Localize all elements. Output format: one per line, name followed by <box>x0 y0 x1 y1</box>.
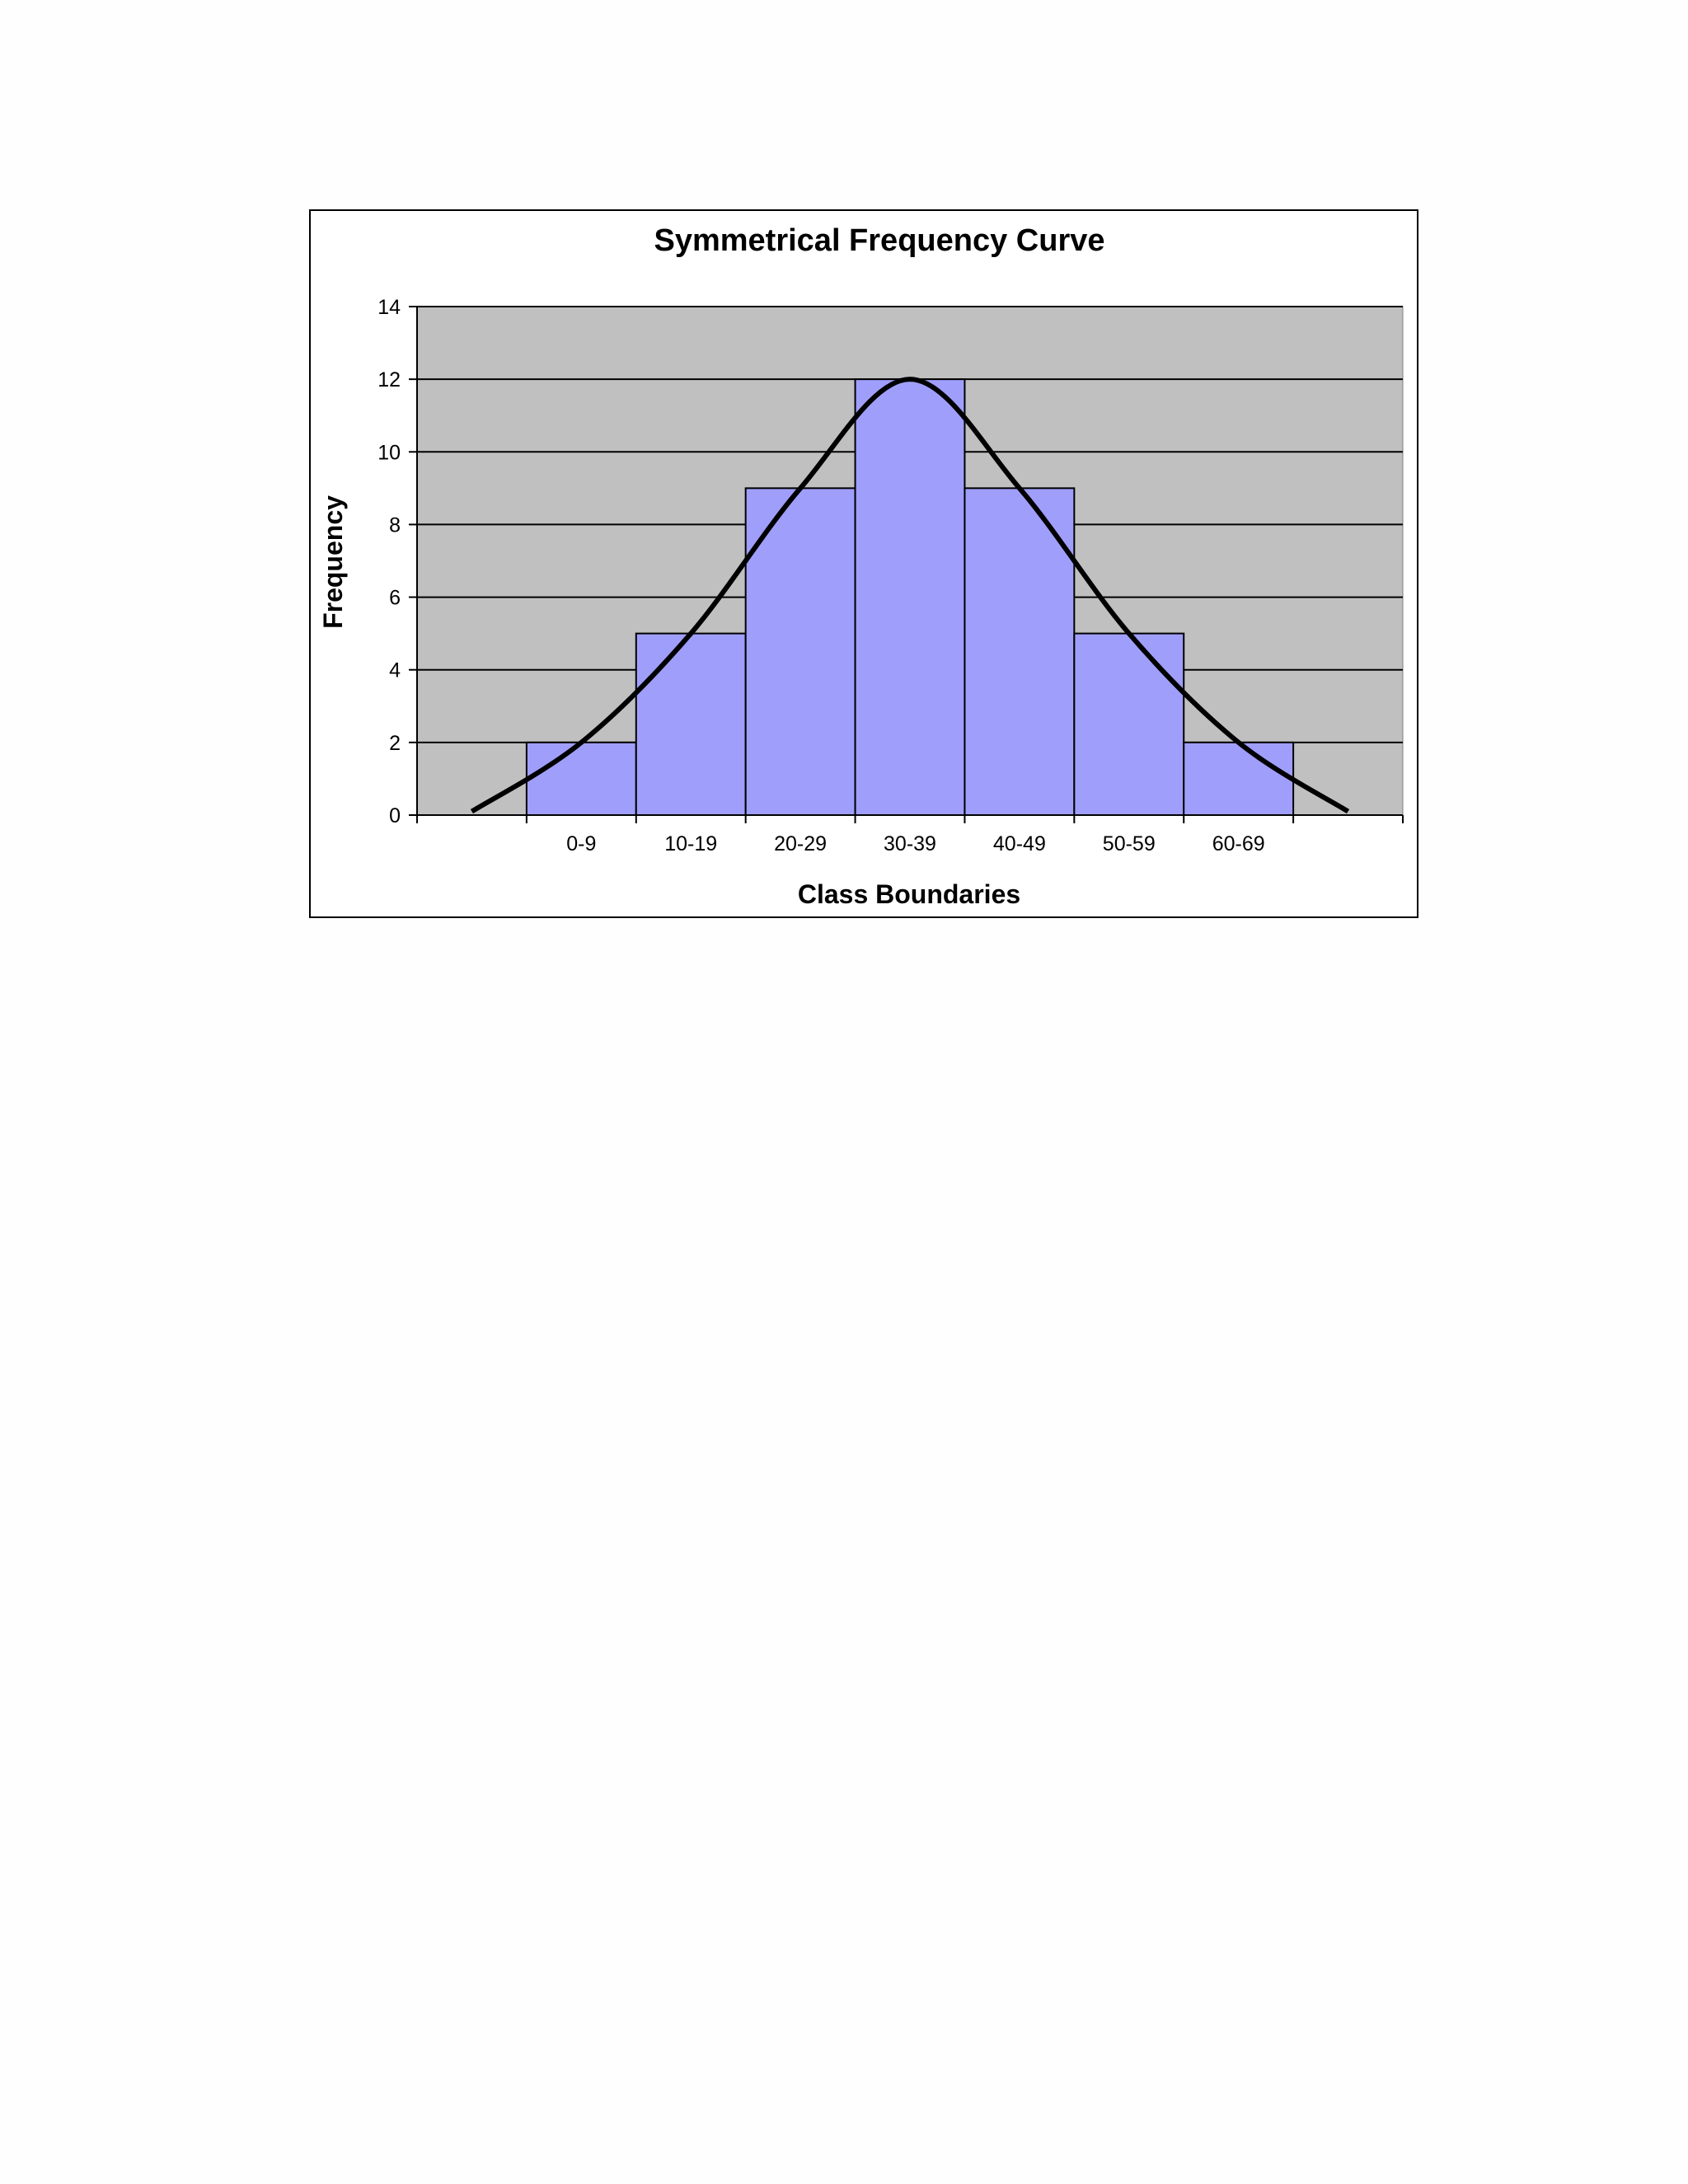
frequency-curve <box>470 377 1350 814</box>
y-tick-labels: 0 2 4 6 8 10 12 14 <box>377 296 401 827</box>
x-tick-labels: 0-9 10-19 20-29 30-39 40-49 50-59 60-69 <box>566 832 1264 855</box>
chart-frame: Symmetrical Frequency Curve 0 2 4 6 8 10 12 14 … <box>309 209 1418 918</box>
bars <box>525 378 1295 817</box>
x-tick-label: 60-69 <box>1212 832 1265 855</box>
y-axis-label: Frequency <box>318 495 348 629</box>
bar <box>635 632 747 817</box>
y-tick-label: 0 <box>389 804 401 827</box>
x-axis-label: Class Boundaries <box>798 879 1020 909</box>
y-tick-label: 8 <box>389 513 401 537</box>
x-tick-label: 0-9 <box>566 832 596 855</box>
x-tick-label: 10-19 <box>664 832 717 855</box>
x-tick-label: 20-29 <box>774 832 827 855</box>
bar <box>964 487 1076 816</box>
y-tick-label: 4 <box>389 659 401 682</box>
x-tick-label: 40-49 <box>993 832 1046 855</box>
bar <box>744 487 856 816</box>
bar <box>1073 632 1185 817</box>
y-tick-label: 2 <box>389 732 401 755</box>
bar <box>854 378 966 816</box>
y-tick-label: 6 <box>389 587 401 610</box>
y-tick-label: 12 <box>377 368 401 391</box>
x-tick-label: 30-39 <box>884 832 936 855</box>
y-tick-label: 14 <box>377 296 401 319</box>
bar <box>525 741 637 816</box>
chart-title: Symmetrical Frequency Curve <box>654 223 1104 258</box>
x-tick-label: 50-59 <box>1103 832 1156 855</box>
bar <box>1183 741 1295 816</box>
axes <box>409 306 1404 823</box>
y-tick-label: 10 <box>377 441 401 464</box>
chart-svg: Symmetrical Frequency Curve 02468101214 … <box>318 223 1404 909</box>
